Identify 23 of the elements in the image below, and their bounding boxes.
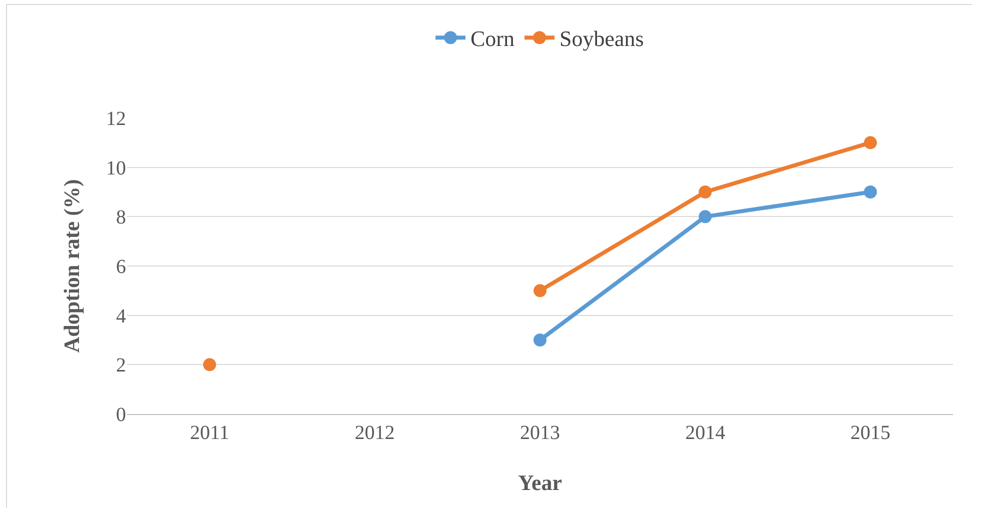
point — [864, 186, 877, 198]
x-axis-title: Year — [518, 470, 562, 495]
y-axis-title: Adoption rate (%) — [58, 179, 84, 353]
y-tick-label: 2 — [116, 354, 126, 377]
point — [534, 334, 546, 346]
x-tick-label: 2012 — [354, 422, 395, 444]
point — [698, 186, 712, 198]
point — [534, 284, 546, 298]
y-tick-label: 0 — [116, 404, 126, 426]
y-tick-label: 4 — [116, 305, 126, 328]
legend-label: Corn — [470, 26, 514, 52]
x-tick-label: 2015 — [850, 422, 890, 444]
y-tick-label: 10 — [106, 157, 126, 180]
y-tick-label: 6 — [116, 256, 126, 278]
y-tick-label: 12 — [106, 108, 126, 130]
point — [203, 358, 216, 372]
point — [698, 210, 712, 224]
x-tick-label: 2011 — [190, 422, 230, 444]
legend-label: Soybeans — [560, 26, 644, 52]
x-tick-label: 2013 — [520, 422, 560, 444]
y-tick-label: 8 — [116, 206, 126, 229]
x-tick-label: 2014 — [685, 422, 726, 444]
point — [864, 136, 877, 150]
